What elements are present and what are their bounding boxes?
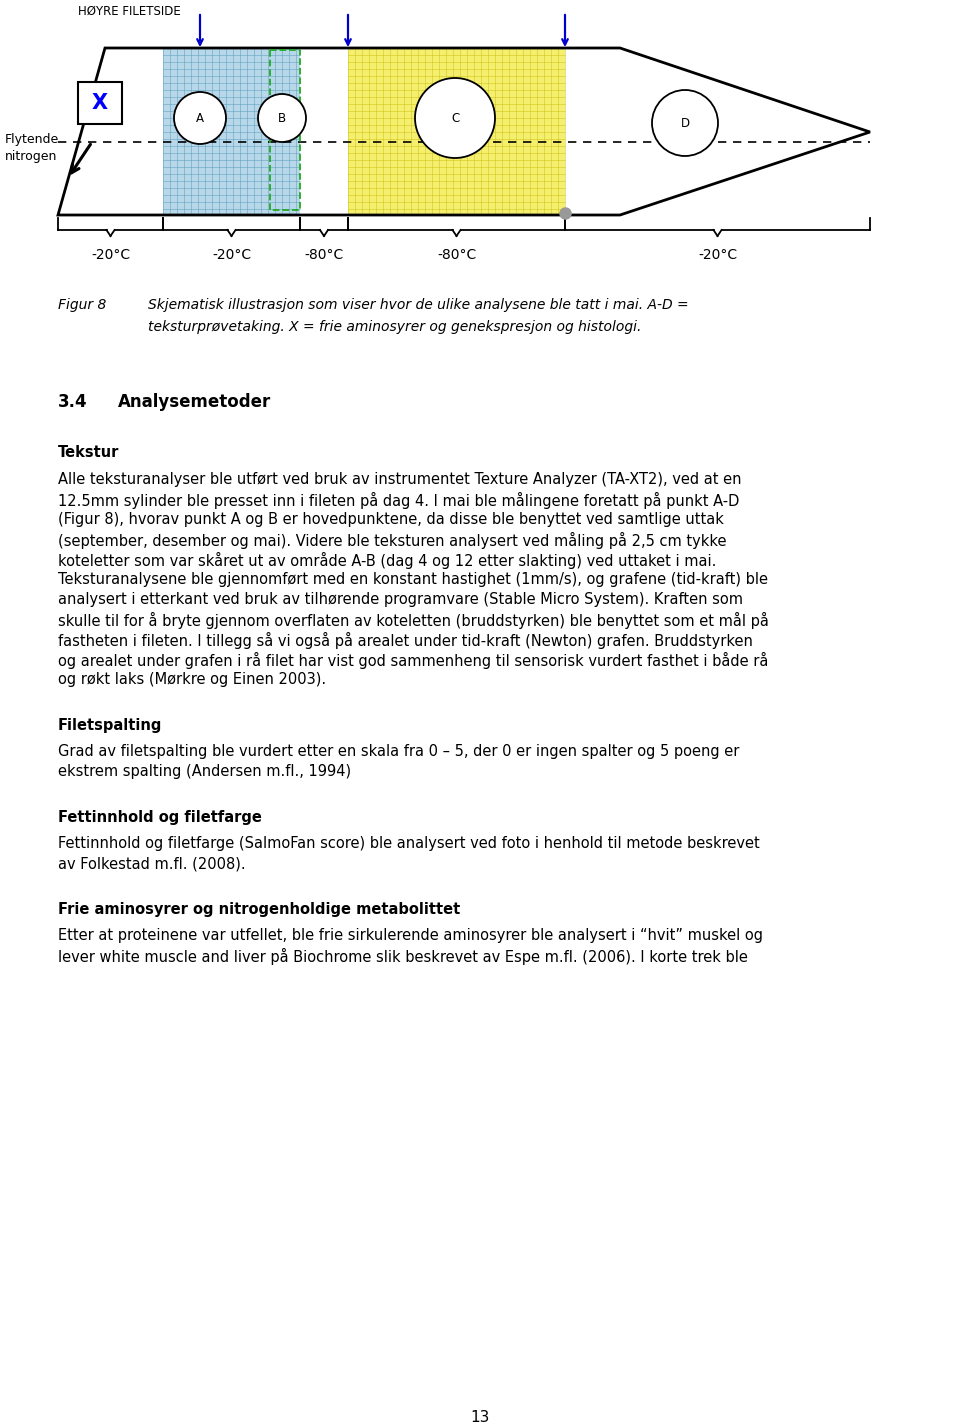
Text: Teksturanalysene ble gjennomført med en konstant hastighet (1mm/s), og grafene (: Teksturanalysene ble gjennomført med en …: [58, 571, 768, 587]
Circle shape: [415, 78, 495, 158]
Text: C: C: [451, 111, 459, 124]
Text: Grad av filetspalting ble vurdert etter en skala fra 0 – 5, der 0 er ingen spalt: Grad av filetspalting ble vurdert etter …: [58, 744, 739, 760]
Text: D: D: [681, 117, 689, 130]
Text: (september, desember og mai). Videre ble teksturen analysert ved måling på 2,5 c: (september, desember og mai). Videre ble…: [58, 532, 727, 549]
Text: (Figur 8), hvorav punkt A og B er hovedpunktene, da disse ble benyttet ved samtl: (Figur 8), hvorav punkt A og B er hovedp…: [58, 512, 724, 527]
Text: Etter at proteinene var utfellet, ble frie sirkulerende aminosyrer ble analysert: Etter at proteinene var utfellet, ble fr…: [58, 928, 763, 943]
Text: av Folkestad m.fl. (2008).: av Folkestad m.fl. (2008).: [58, 856, 246, 871]
Text: -20°C: -20°C: [91, 248, 130, 262]
Text: 12.5mm sylinder ble presset inn i fileten på dag 4. I mai ble målingene foretatt: 12.5mm sylinder ble presset inn i filete…: [58, 492, 739, 509]
Text: -20°C: -20°C: [212, 248, 252, 262]
Text: A: A: [196, 111, 204, 124]
Text: fastheten i fileten. I tillegg så vi også på arealet under tid-kraft (Newton) gr: fastheten i fileten. I tillegg så vi ogs…: [58, 633, 753, 648]
Circle shape: [258, 94, 306, 142]
Text: Fettinnhold og filetfarge (SalmoFan score) ble analysert ved foto i henhold til : Fettinnhold og filetfarge (SalmoFan scor…: [58, 836, 759, 851]
Text: Fettinnhold og filetfarge: Fettinnhold og filetfarge: [58, 809, 262, 825]
Text: Filetspalting: Filetspalting: [58, 718, 162, 732]
Text: teksturprøvetaking. X = frie aminosyrer og genekspresjon og histologi.: teksturprøvetaking. X = frie aminosyrer …: [148, 321, 641, 333]
Polygon shape: [348, 48, 565, 215]
Text: -80°C: -80°C: [437, 248, 476, 262]
Text: og arealet under grafen i rå filet har vist god sammenheng til sensorisk vurdert: og arealet under grafen i rå filet har v…: [58, 653, 768, 668]
Text: Alle teksturanalyser ble utført ved bruk av instrumentet Texture Analyzer (TA-XT: Alle teksturanalyser ble utført ved bruk…: [58, 472, 741, 487]
Text: Tekstur: Tekstur: [58, 445, 119, 460]
Text: og røkt laks (Mørkre og Einen 2003).: og røkt laks (Mørkre og Einen 2003).: [58, 673, 326, 687]
Text: Analysemetoder: Analysemetoder: [118, 393, 272, 410]
Text: Frie aminosyrer og nitrogenholdige metabolittet: Frie aminosyrer og nitrogenholdige metab…: [58, 902, 460, 918]
FancyBboxPatch shape: [78, 83, 122, 124]
Text: Skjematisk illustrasjon som viser hvor de ulike analysene ble tatt i mai. A-D =: Skjematisk illustrasjon som viser hvor d…: [148, 298, 688, 312]
Text: X: X: [92, 93, 108, 113]
Text: -20°C: -20°C: [698, 248, 737, 262]
Text: skulle til for å bryte gjennom overflaten av koteletten (bruddstyrken) ble benyt: skulle til for å bryte gjennom overflate…: [58, 611, 769, 628]
Polygon shape: [163, 48, 300, 215]
Circle shape: [652, 90, 718, 155]
Text: Figur 8: Figur 8: [58, 298, 107, 312]
Text: analysert i etterkant ved bruk av tilhørende programvare (Stable Micro System). : analysert i etterkant ved bruk av tilhør…: [58, 591, 743, 607]
Text: HØYRE FILETSIDE: HØYRE FILETSIDE: [78, 6, 180, 19]
Text: Flytende
nitrogen: Flytende nitrogen: [5, 134, 60, 162]
Text: 13: 13: [470, 1409, 490, 1425]
Text: B: B: [278, 111, 286, 124]
Text: -80°C: -80°C: [304, 248, 344, 262]
Circle shape: [174, 93, 226, 144]
Text: ekstrem spalting (Andersen m.fl., 1994): ekstrem spalting (Andersen m.fl., 1994): [58, 764, 351, 779]
Text: 3.4: 3.4: [58, 393, 87, 410]
Text: lever white muscle and liver på Biochrome slik beskrevet av Espe m.fl. (2006). I: lever white muscle and liver på Biochrom…: [58, 948, 748, 965]
Text: koteletter som var skåret ut av område A-B (dag 4 og 12 etter slakting) ved utta: koteletter som var skåret ut av område A…: [58, 551, 716, 569]
